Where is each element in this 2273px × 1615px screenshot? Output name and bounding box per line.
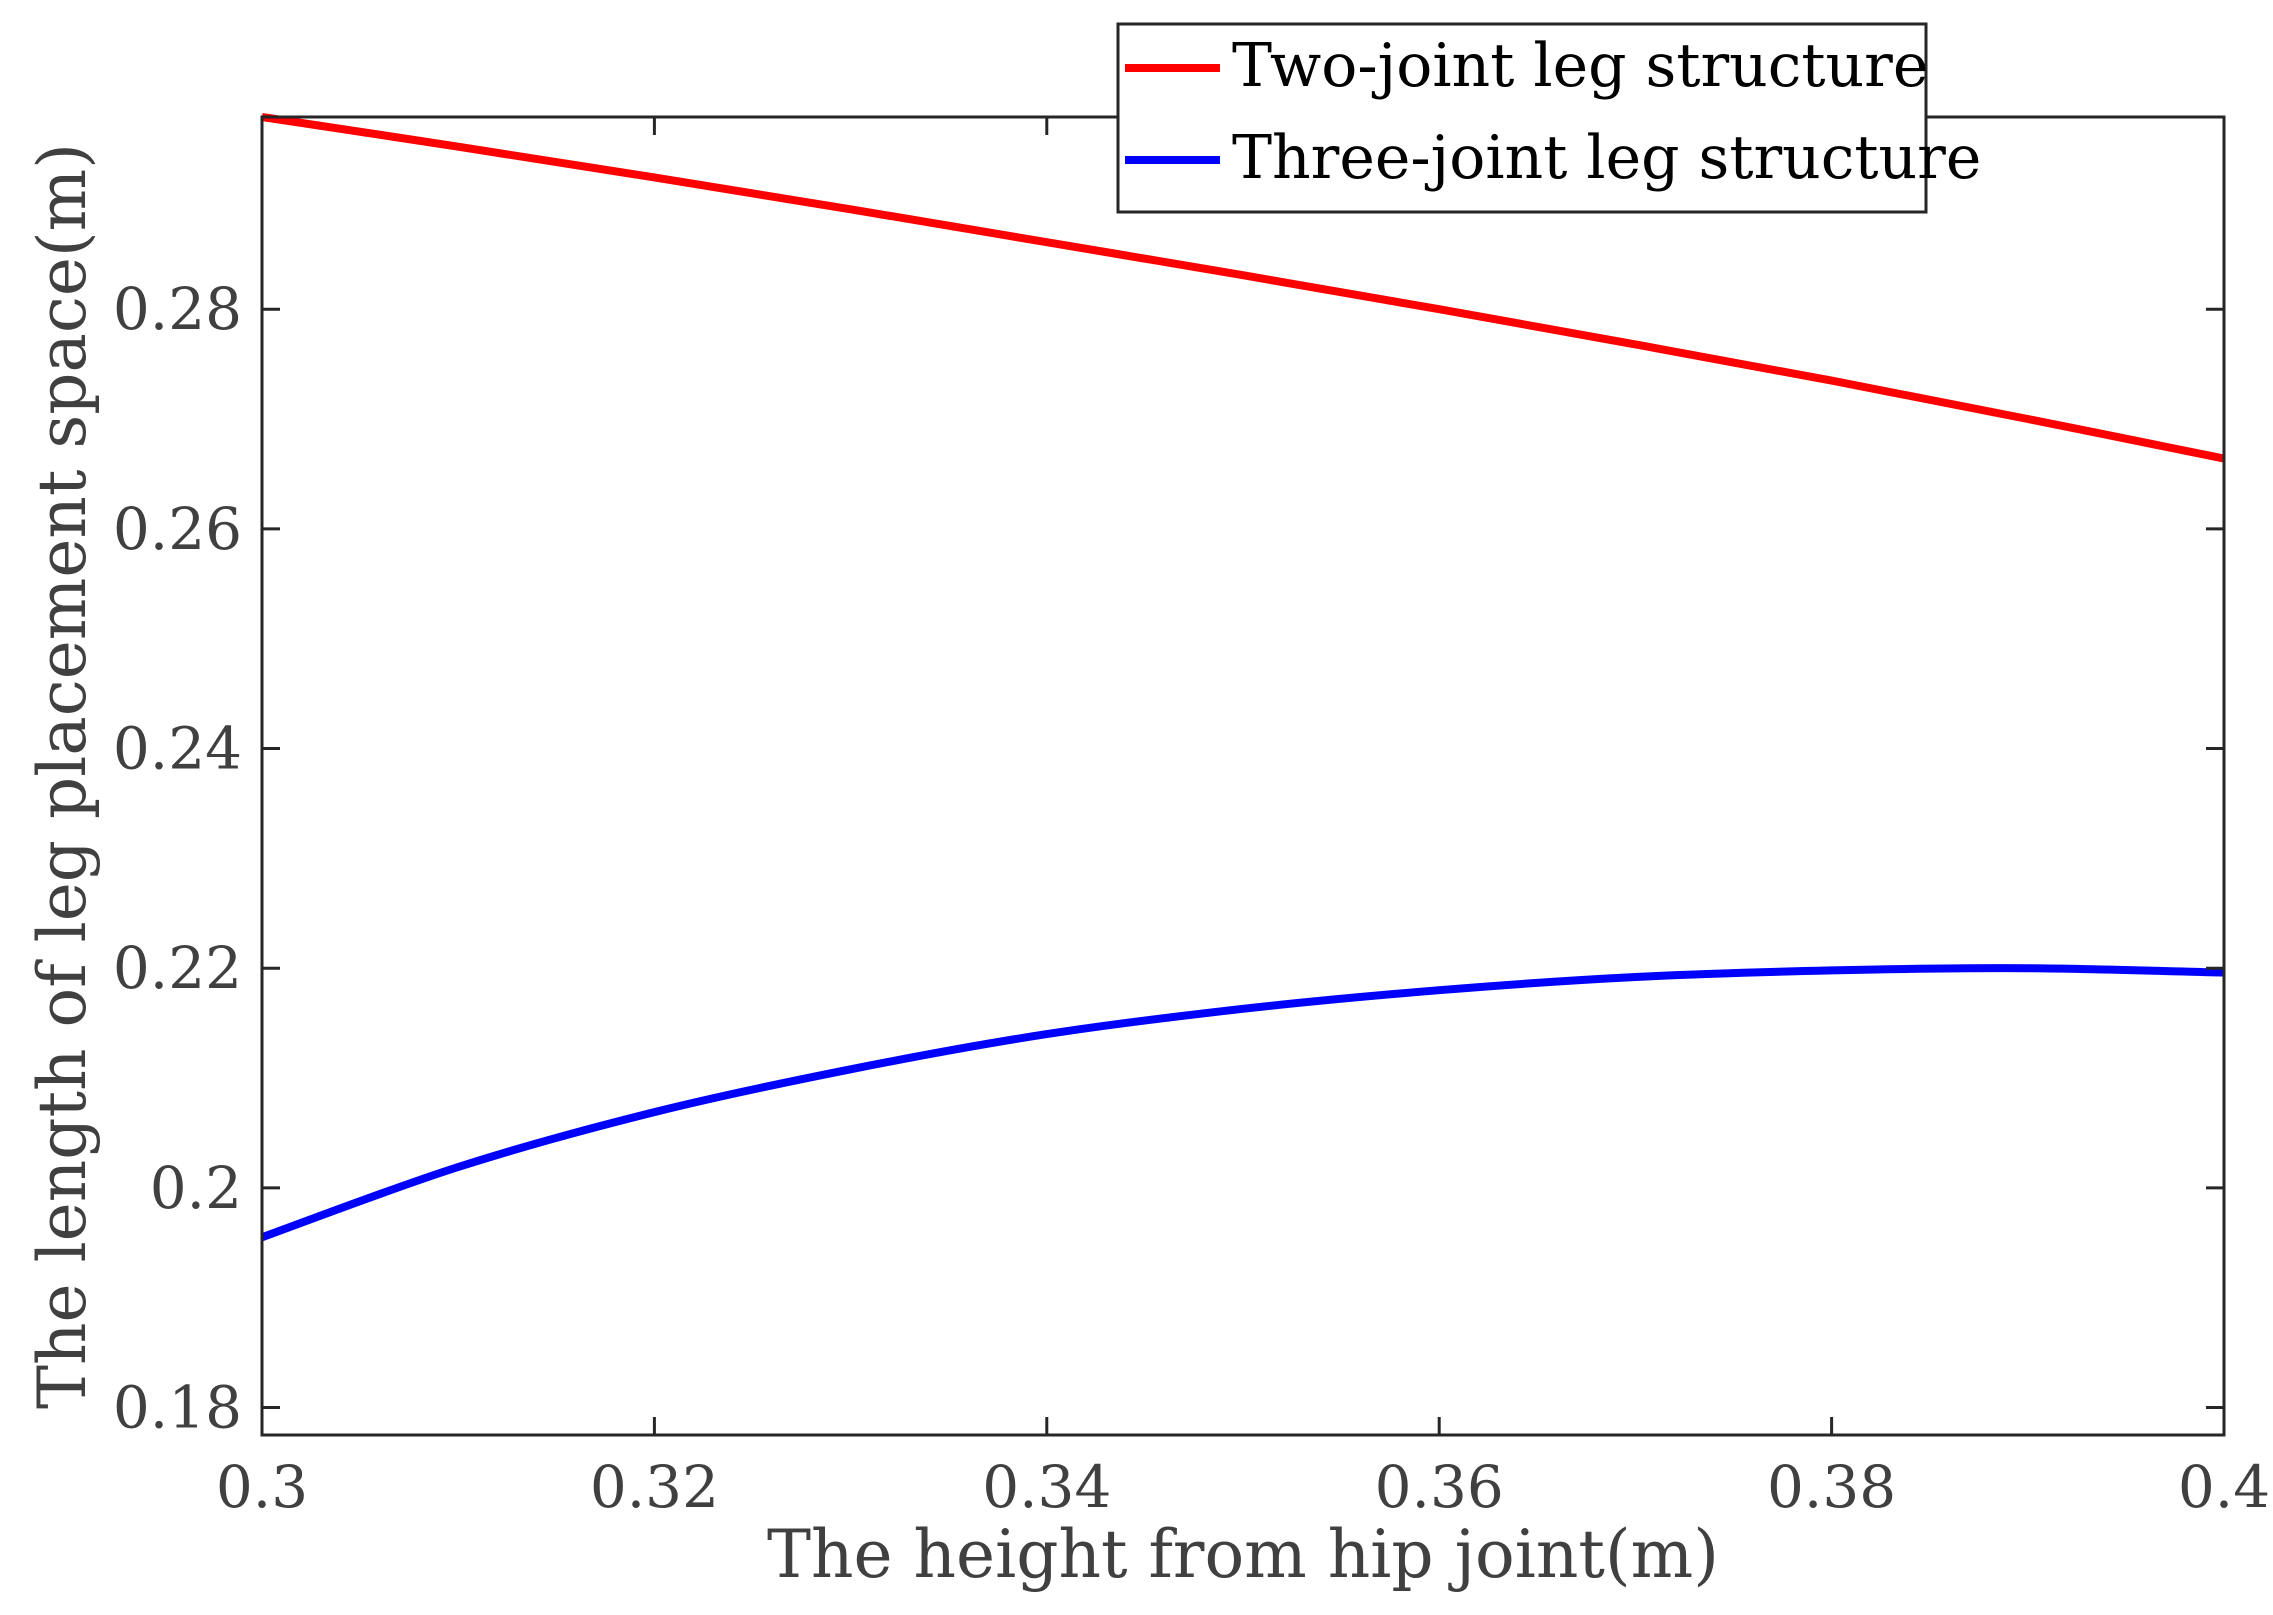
x-axis-title: The height from hip joint(m) [767,1516,1719,1593]
y-axis-title: The length of leg placement space(m) [24,143,101,1409]
x-tick-label: 0.4 [2178,1453,2270,1521]
y-tick-label: 0.24 [113,715,242,783]
x-tick-label: 0.3 [216,1453,308,1521]
x-tick-label: 0.36 [1375,1453,1504,1521]
legend-label-two-joint: Two-joint leg structure [1232,31,1928,101]
y-tick-label: 0.2 [150,1154,242,1222]
y-tick-label: 0.28 [113,275,242,343]
x-tick-label: 0.32 [590,1453,719,1521]
series-layer [260,113,2225,1242]
legend: Two-joint leg structure Three-joint leg … [1116,22,1981,214]
x-tick-label: 0.34 [982,1453,1111,1521]
ticks-layer: 0.3 0.32 0.34 0.36 0.38 0.4 0.18 0.2 0.22 0.24 0.2… [113,117,2270,1521]
legend-box [1116,22,1928,214]
series-line-0 [261,113,2225,463]
series-line-1 [260,964,2225,1242]
y-tick-label: 0.18 [113,1374,242,1442]
y-tick-label: 0.22 [113,934,242,1002]
legend-label-three-joint: Three-joint leg structure [1232,123,1981,193]
x-tick-label: 0.38 [1767,1453,1896,1521]
y-tick-label: 0.26 [113,495,242,563]
